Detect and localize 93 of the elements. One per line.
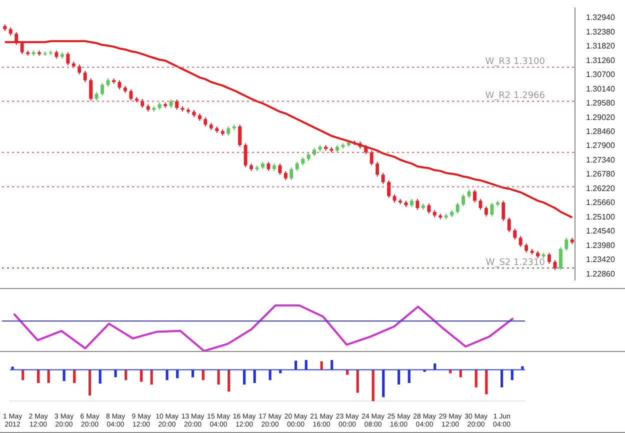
bar — [474, 370, 478, 388]
candlestick — [490, 202, 494, 217]
bar — [382, 370, 385, 398]
bar — [228, 370, 230, 392]
bar — [372, 370, 374, 402]
ref-line-label: W_S2 1.2310 — [486, 258, 546, 268]
bar — [356, 370, 359, 393]
bar — [88, 370, 92, 396]
candlestick — [416, 198, 420, 210]
bar — [510, 370, 514, 380]
candlestick — [513, 228, 517, 240]
candlestick — [478, 198, 482, 210]
bar — [150, 370, 153, 385]
bar — [304, 360, 308, 370]
y-tick-label: 1.23980 — [586, 240, 616, 250]
bar — [217, 370, 220, 385]
candlestick — [553, 260, 557, 271]
y-tick-label: 1.30140 — [586, 84, 616, 94]
candlestick — [295, 161, 299, 172]
y-tick-label: 1.28460 — [586, 127, 616, 136]
bar — [192, 370, 194, 378]
bar — [176, 370, 179, 378]
bar — [243, 370, 246, 385]
candlestick — [427, 202, 431, 214]
bar — [166, 370, 168, 380]
y-tick-label: 1.32380 — [586, 27, 616, 36]
bar — [202, 370, 204, 380]
bar — [114, 370, 117, 378]
candlestick — [278, 163, 282, 176]
bar — [37, 370, 40, 383]
candlestick — [140, 98, 144, 108]
bar — [485, 370, 488, 394]
bar — [253, 370, 256, 383]
candlestick — [456, 202, 460, 214]
candlestick — [290, 166, 294, 181]
candlestick — [78, 64, 82, 75]
candlestick — [118, 80, 122, 90]
bar — [73, 370, 76, 383]
candlestick — [100, 82, 104, 96]
bar — [398, 370, 400, 385]
y-tick-label: 1.30700 — [586, 70, 616, 80]
candlestick — [462, 194, 465, 207]
candlestick — [204, 116, 208, 127]
candlestick — [564, 237, 568, 252]
bar — [98, 370, 102, 384]
y-tick-label: 1.29580 — [586, 98, 616, 108]
candlestick — [484, 206, 488, 217]
y-tick-label: 1.31260 — [586, 56, 616, 65]
candlestick — [502, 200, 506, 222]
bar — [346, 370, 349, 375]
bar — [124, 370, 128, 380]
y-tick-label: 1.29020 — [586, 112, 616, 122]
y-tick-label: 1.24540 — [586, 226, 616, 236]
candlestick — [89, 78, 93, 102]
candlestick — [376, 161, 380, 178]
bar — [62, 370, 66, 382]
bar — [500, 370, 504, 388]
bar — [268, 370, 272, 380]
y-tick-label: 1.27900 — [586, 141, 616, 150]
bar — [320, 361, 323, 370]
bar — [408, 370, 410, 383]
y-tick-label: 1.27340 — [586, 155, 616, 164]
ref-line-label: W_R3 1.3100 — [485, 57, 546, 68]
bar — [47, 370, 50, 383]
candlestick — [66, 52, 70, 66]
candlestick — [387, 180, 390, 198]
bar — [22, 370, 24, 380]
y-tick-label: 1.26780 — [586, 170, 616, 179]
y-tick-label: 1.26220 — [586, 184, 616, 193]
bar — [330, 360, 334, 370]
candlestick — [558, 246, 562, 271]
candlestick — [175, 99, 178, 110]
y-tick-label: 1.25660 — [586, 198, 616, 208]
candlestick — [518, 235, 522, 248]
candlestick — [129, 88, 133, 102]
y-tick-label: 1.22860 — [586, 269, 616, 278]
y-tick-label: 1.25100 — [586, 212, 616, 222]
candlestick — [226, 126, 230, 136]
candlestick — [370, 150, 374, 166]
y-tick-label: 1.32940 — [586, 13, 616, 22]
candlestick — [473, 189, 476, 203]
candlestick — [83, 70, 87, 82]
y-tick-label: 1.31820 — [586, 42, 616, 51]
candlestick — [547, 252, 551, 264]
bar — [140, 370, 143, 382]
candlestick — [266, 161, 270, 172]
candlestick — [524, 242, 528, 254]
ref-line-label: W_R2 1.2966 — [485, 91, 546, 102]
candlestick — [507, 216, 511, 233]
bar — [459, 370, 462, 378]
y-tick-label: 1.23420 — [586, 255, 616, 264]
candlestick — [381, 172, 385, 184]
candlestick — [238, 124, 242, 148]
